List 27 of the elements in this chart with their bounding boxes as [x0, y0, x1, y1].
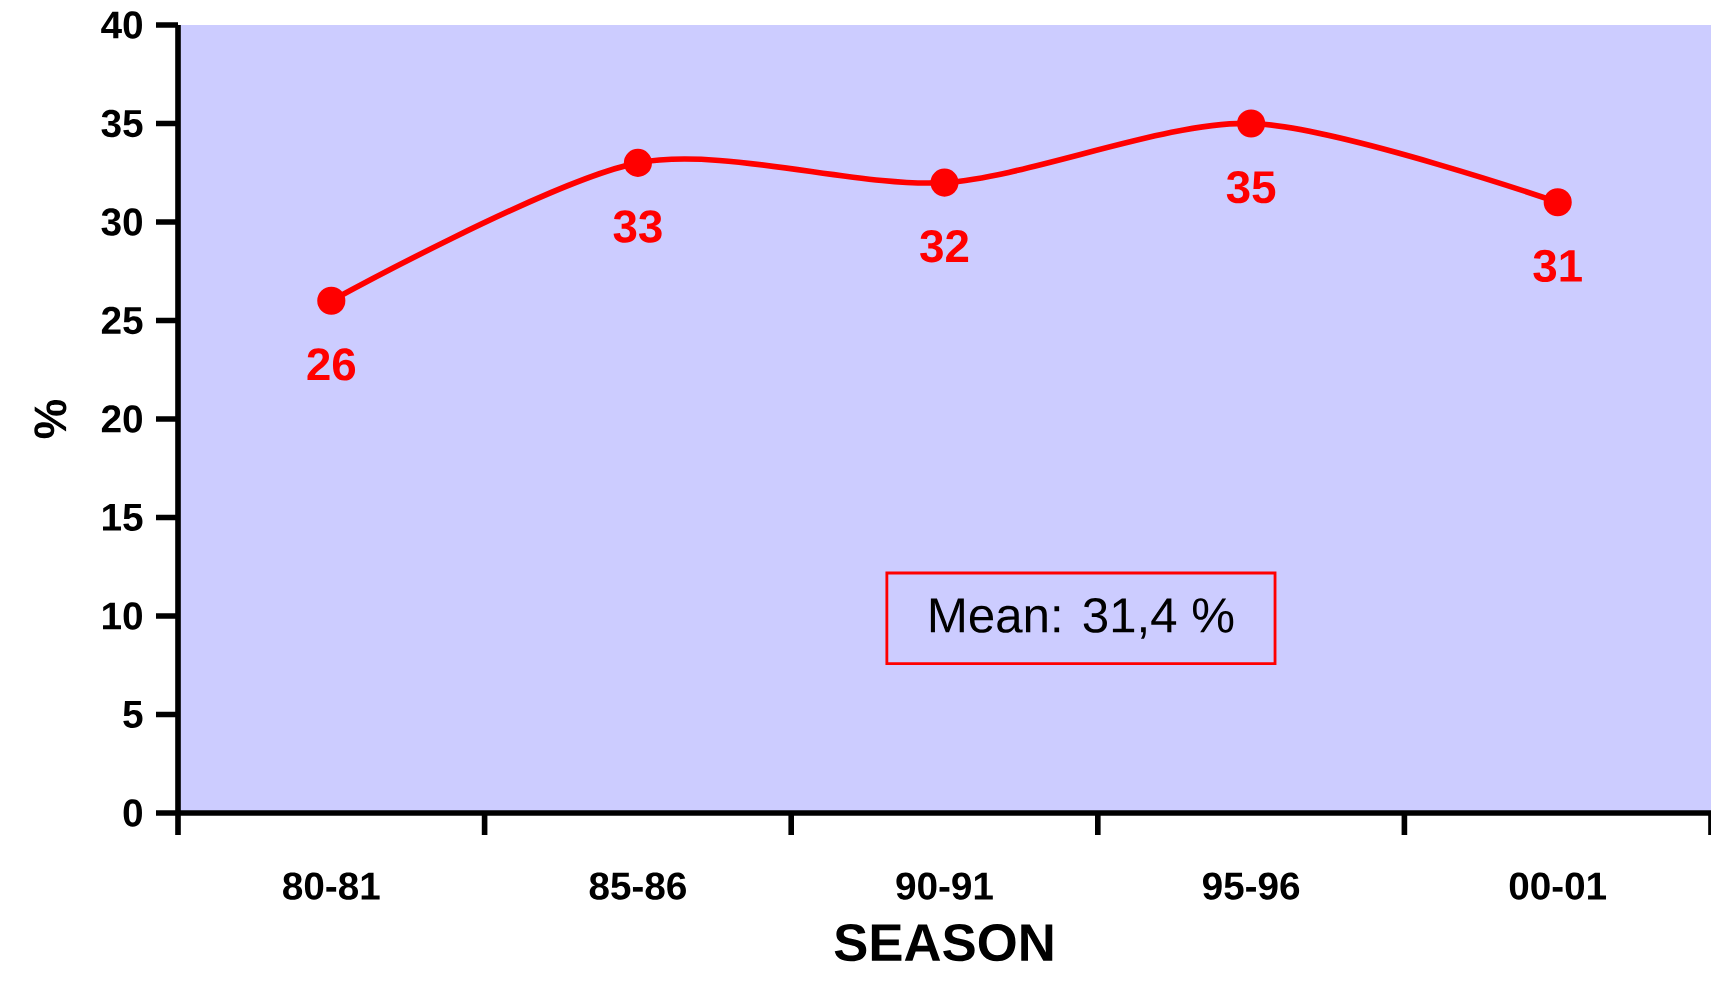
y-tick-label: 30	[101, 208, 142, 236]
point	[317, 286, 346, 315]
point	[1237, 109, 1266, 138]
point	[1543, 188, 1572, 217]
data-label: 33	[613, 210, 662, 243]
annotation: Mean: 31,4 %	[930, 597, 1234, 639]
data-label: 26	[307, 348, 356, 381]
x-tick-label: 95-96	[1202, 872, 1300, 900]
y-tick-label: 10	[103, 602, 142, 630]
y-tick-label: 15	[103, 504, 143, 531]
data-label: 35	[1226, 170, 1276, 204]
point	[930, 168, 959, 197]
y-tick-label: 20	[101, 405, 142, 433]
y-tick-label: 0	[123, 799, 142, 827]
y-tick-label: 5	[123, 701, 143, 728]
x-axis-title: SEASON	[834, 923, 1053, 962]
y-tick-label: 35	[101, 109, 143, 138]
y-tick-label: 25	[101, 306, 143, 335]
x-tick-label: 00-01	[1509, 872, 1607, 900]
point	[623, 148, 652, 177]
data-label: 31	[1533, 249, 1582, 283]
y-tick-label: 40	[101, 11, 142, 39]
x-tick-label: 85-86	[589, 872, 686, 900]
x-tick-label: 90-91	[896, 872, 993, 900]
data-label: 32	[920, 230, 969, 263]
y-axis-title: %	[34, 399, 67, 439]
x-tick-label: 80-81	[283, 872, 380, 900]
